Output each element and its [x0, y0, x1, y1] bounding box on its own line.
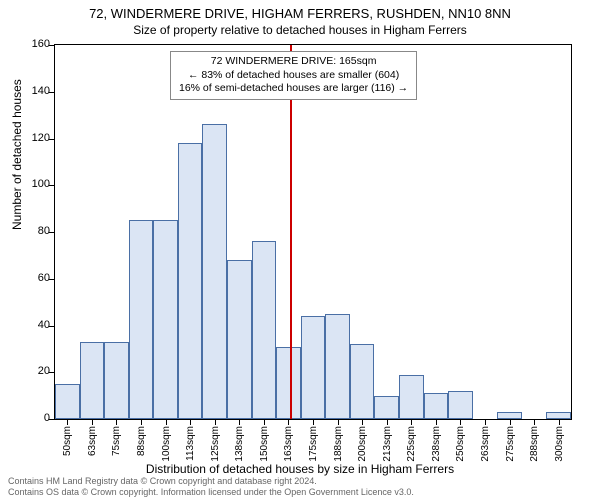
- x-tick-label: 163sqm: [283, 426, 294, 466]
- histogram-bar: [374, 396, 399, 419]
- x-tick: [141, 420, 142, 425]
- x-tick: [436, 420, 437, 425]
- y-tick-label: 60: [26, 272, 50, 284]
- histogram-bar: [55, 384, 80, 419]
- x-tick: [67, 420, 68, 425]
- x-tick: [313, 420, 314, 425]
- x-tick: [116, 420, 117, 425]
- x-tick: [534, 420, 535, 425]
- annotation-line3: 16% of semi-detached houses are larger (…: [179, 82, 408, 96]
- x-tick-label: 188sqm: [333, 426, 344, 466]
- histogram-bar: [178, 143, 203, 419]
- x-tick: [485, 420, 486, 425]
- annotation-box: 72 WINDERMERE DRIVE: 165sqm ← 83% of det…: [170, 51, 417, 100]
- x-tick-label: 275sqm: [505, 426, 516, 466]
- x-tick: [411, 420, 412, 425]
- histogram-bar: [276, 347, 301, 419]
- histogram-bar: [153, 220, 178, 419]
- x-tick-label: 125sqm: [210, 426, 221, 466]
- histogram-bar: [129, 220, 154, 419]
- histogram-bar: [497, 412, 522, 419]
- x-tick-label: 288sqm: [529, 426, 540, 466]
- histogram-bar: [104, 342, 129, 419]
- histogram-bar: [350, 344, 375, 419]
- x-tick: [166, 420, 167, 425]
- x-tick-label: 150sqm: [259, 426, 270, 466]
- x-tick-label: 225sqm: [406, 426, 417, 466]
- histogram-bar: [325, 314, 350, 419]
- y-tick-label: 160: [26, 38, 50, 50]
- footer-text: Contains HM Land Registry data © Crown c…: [8, 476, 414, 498]
- y-tick-label: 100: [26, 178, 50, 190]
- y-tick-label: 140: [26, 85, 50, 97]
- footer-line1: Contains HM Land Registry data © Crown c…: [8, 476, 414, 487]
- x-tick-label: 100sqm: [161, 426, 172, 466]
- x-tick: [460, 420, 461, 425]
- x-tick-label: 88sqm: [136, 426, 147, 466]
- x-tick-label: 75sqm: [111, 426, 122, 466]
- chart-title: 72, WINDERMERE DRIVE, HIGHAM FERRERS, RU…: [0, 0, 600, 21]
- x-tick-label: 138sqm: [234, 426, 245, 466]
- histogram-bar: [80, 342, 105, 419]
- y-axis-label: Number of detached houses: [10, 79, 24, 230]
- x-tick: [510, 420, 511, 425]
- histogram-bar: [252, 241, 277, 419]
- marker-line: [290, 45, 292, 419]
- x-tick-label: 238sqm: [431, 426, 442, 466]
- chart-subtitle: Size of property relative to detached ho…: [0, 23, 600, 37]
- x-tick-label: 263sqm: [480, 426, 491, 466]
- plot-area: 72 WINDERMERE DRIVE: 165sqm ← 83% of det…: [54, 44, 572, 420]
- x-tick-label: 113sqm: [185, 426, 196, 466]
- x-tick: [387, 420, 388, 425]
- histogram-bar: [424, 393, 449, 419]
- x-tick: [559, 420, 560, 425]
- histogram-bar: [448, 391, 473, 419]
- chart-container: 72, WINDERMERE DRIVE, HIGHAM FERRERS, RU…: [0, 0, 600, 500]
- y-tick-label: 0: [26, 412, 50, 424]
- x-tick-label: 213sqm: [382, 426, 393, 466]
- x-tick-label: 50sqm: [62, 426, 73, 466]
- histogram-bar: [227, 260, 252, 419]
- x-tick: [92, 420, 93, 425]
- footer-line2: Contains OS data © Crown copyright. Info…: [8, 487, 414, 498]
- x-tick: [239, 420, 240, 425]
- y-tick-label: 40: [26, 319, 50, 331]
- y-tick-label: 80: [26, 225, 50, 237]
- x-tick-label: 175sqm: [308, 426, 319, 466]
- histogram-bar: [546, 412, 571, 419]
- x-tick-label: 200sqm: [357, 426, 368, 466]
- x-tick-label: 300sqm: [554, 426, 565, 466]
- annotation-line2: ← 83% of detached houses are smaller (60…: [179, 69, 408, 83]
- x-tick: [288, 420, 289, 425]
- histogram-bar: [202, 124, 227, 419]
- y-tick-label: 120: [26, 132, 50, 144]
- annotation-line1: 72 WINDERMERE DRIVE: 165sqm: [179, 55, 408, 69]
- y-tick-label: 20: [26, 365, 50, 377]
- x-tick-label: 250sqm: [455, 426, 466, 466]
- x-tick: [264, 420, 265, 425]
- x-tick: [362, 420, 363, 425]
- x-tick: [338, 420, 339, 425]
- x-tick: [215, 420, 216, 425]
- histogram-bar: [399, 375, 424, 419]
- histogram-bar: [301, 316, 326, 419]
- x-tick-label: 63sqm: [87, 426, 98, 466]
- x-tick: [190, 420, 191, 425]
